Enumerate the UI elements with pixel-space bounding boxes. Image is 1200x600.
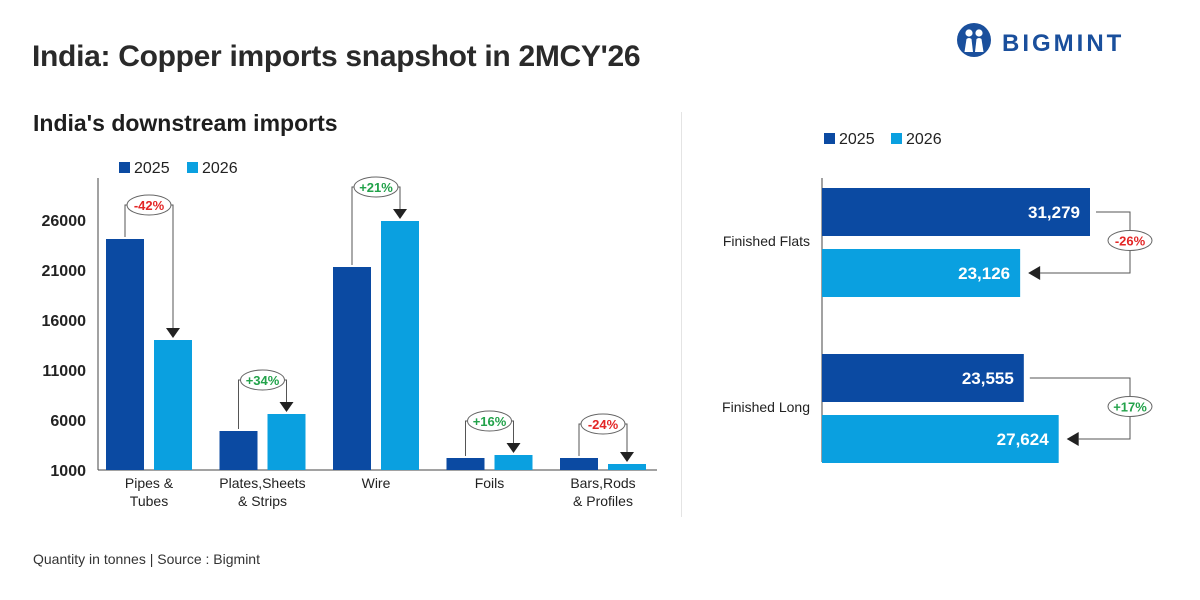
y-tick-label: 21000 xyxy=(42,263,87,280)
change-arrow-icon xyxy=(279,402,294,412)
y-tick-label: 16000 xyxy=(42,313,87,330)
change-badge xyxy=(240,369,285,391)
bar-2025 xyxy=(333,267,371,470)
change-label: +16% xyxy=(473,414,507,429)
x-tick-label: Bars,Rods xyxy=(570,475,635,491)
change-badge xyxy=(1107,396,1153,417)
change-arrow-icon xyxy=(166,328,180,338)
change-label: +21% xyxy=(359,180,393,195)
change-badge xyxy=(580,413,626,435)
panel-divider xyxy=(681,112,682,517)
change-arrow-icon xyxy=(620,452,634,462)
left-chart-title: India's downstream imports xyxy=(33,110,338,136)
bar-2025 xyxy=(106,239,144,470)
change-arrow-icon xyxy=(1066,432,1079,446)
page-title: India: Copper imports snapshot in 2MCY'2… xyxy=(32,40,641,73)
category-label: Finished Long xyxy=(722,399,810,415)
y-tick-label: 11000 xyxy=(42,363,86,380)
bar-2025 xyxy=(822,188,1090,236)
left-legend: 2025 2026 xyxy=(119,160,238,177)
legend-label-2025: 2025 xyxy=(839,131,875,148)
legend-swatch-2025 xyxy=(824,133,835,144)
bar-2025 xyxy=(822,354,1024,402)
source-note: Quantity in tonnes | Source : Bigmint xyxy=(33,551,260,567)
y-tick-label: 6000 xyxy=(50,413,86,430)
x-tick-label: Tubes xyxy=(130,493,168,509)
legend-swatch-2026 xyxy=(891,133,902,144)
y-tick-label: 1000 xyxy=(50,463,86,480)
bar-2025 xyxy=(446,458,485,470)
change-label: +34% xyxy=(246,373,280,388)
x-tick-label: Pipes & xyxy=(125,475,174,491)
right-chart-plot: 31,279 23,126 Finished Flats -26% 23,555 27,6… xyxy=(722,178,1153,463)
category-label: Finished Flats xyxy=(723,233,810,249)
bigmint-logo xyxy=(957,23,991,57)
change-arrow-icon xyxy=(393,209,407,219)
left-chart-plot: 26000 21000 16000 11000 6000 1000 Pipes & Tubes… xyxy=(42,176,657,509)
bar-value-label: 23,126 xyxy=(958,264,1010,283)
legend-swatch-2026 xyxy=(187,162,198,173)
change-label: -42% xyxy=(134,198,165,213)
x-tick-label: Foils xyxy=(475,475,505,491)
brand-name: BIGMINT xyxy=(1002,30,1125,57)
x-tick-label: Plates,Sheets xyxy=(219,475,305,491)
change-badge xyxy=(467,410,512,432)
change-arrow-icon xyxy=(506,443,521,453)
x-tick-label: Wire xyxy=(362,475,391,491)
bar-2025 xyxy=(219,431,258,470)
x-tick-label: & Strips xyxy=(238,493,287,509)
legend-label-2025: 2025 xyxy=(134,160,170,177)
bar-value-label: 27,624 xyxy=(997,430,1050,449)
bar-2025 xyxy=(560,458,598,470)
change-arrow-icon xyxy=(1028,266,1041,280)
bar-2026 xyxy=(608,464,646,470)
logo-mark-icon xyxy=(957,23,991,57)
legend-label-2026: 2026 xyxy=(202,160,238,177)
change-badge xyxy=(1107,230,1153,251)
bar-value-label: 31,279 xyxy=(1028,203,1080,222)
bar-2026 xyxy=(154,340,192,470)
legend-label-2026: 2026 xyxy=(906,131,942,148)
bar-2026 xyxy=(381,221,419,470)
bar-2026 xyxy=(822,415,1059,463)
change-label: +17% xyxy=(1113,400,1147,415)
bar-2026 xyxy=(494,455,533,470)
right-legend: 2025 2026 xyxy=(824,131,942,148)
bar-2026 xyxy=(267,414,306,470)
change-badge xyxy=(353,176,399,198)
legend-swatch-2025 xyxy=(119,162,130,173)
change-badge xyxy=(126,194,172,216)
bar-value-label: 23,555 xyxy=(962,369,1014,388)
change-label: -24% xyxy=(588,417,619,432)
y-tick-label: 26000 xyxy=(42,213,87,230)
x-tick-label: & Profiles xyxy=(573,493,633,509)
change-label: -26% xyxy=(1115,234,1146,249)
bar-2026 xyxy=(822,249,1021,297)
